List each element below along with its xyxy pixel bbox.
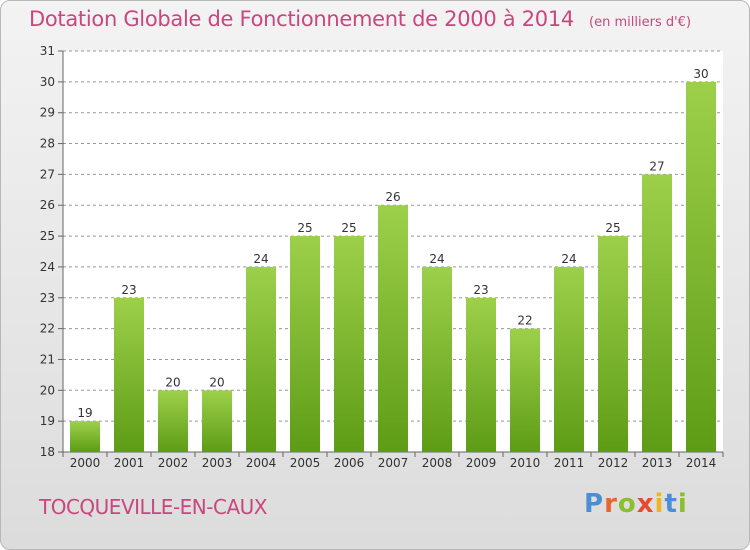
x-tick-label: 2010: [510, 456, 541, 470]
y-tick-label: 23: [40, 291, 55, 305]
x-tick-label: 2013: [642, 456, 673, 470]
y-tick-label: 21: [40, 352, 55, 366]
y-tick-label: 27: [40, 167, 55, 181]
chart-title: Dotation Globale de Fonctionnement de 20…: [29, 7, 691, 31]
bar-2014: [686, 81, 716, 452]
x-tick-label: 2003: [202, 456, 233, 470]
proxiti-logo[interactable]: Proxiti: [584, 489, 688, 519]
x-tick-label: 2002: [158, 456, 189, 470]
value-label-2010: 22: [517, 314, 532, 328]
bar-2000: [70, 421, 100, 452]
value-label-2003: 20: [209, 375, 224, 389]
bar-2005: [290, 236, 320, 452]
x-tick-label: 2009: [466, 456, 497, 470]
bar-2012: [598, 236, 628, 452]
value-label-2013: 27: [649, 159, 664, 173]
logo-letter: t: [664, 489, 678, 519]
y-tick-label: 25: [40, 229, 55, 243]
title-text: Dotation Globale de Fonctionnement de 20…: [29, 7, 574, 31]
value-label-2000: 19: [77, 406, 92, 420]
bar-2013: [642, 174, 672, 452]
x-tick-label: 2014: [686, 456, 717, 470]
y-tick-label: 31: [40, 44, 55, 58]
y-tick-label: 22: [40, 322, 55, 336]
bar-2002: [158, 390, 188, 452]
logo-letter: r: [604, 489, 618, 519]
value-label-2005: 25: [297, 221, 312, 235]
y-tick-label: 28: [40, 137, 55, 151]
value-label-2006: 25: [341, 221, 356, 235]
x-tick-label: 2000: [70, 456, 101, 470]
value-label-2007: 26: [385, 190, 400, 204]
y-tick-label: 26: [40, 198, 55, 212]
y-tick-label: 20: [40, 383, 55, 397]
x-tick-label: 2001: [114, 456, 145, 470]
bar-2001: [114, 297, 144, 452]
x-tick-label: 2008: [422, 456, 453, 470]
value-label-2009: 23: [473, 283, 488, 297]
logo-letter: i: [654, 489, 665, 519]
bar-2010: [510, 328, 540, 452]
bar-2011: [554, 266, 584, 452]
logo-letter: o: [617, 489, 637, 519]
value-label-2008: 24: [429, 252, 444, 266]
logo-letter: i: [677, 489, 688, 519]
bar-2008: [422, 266, 452, 452]
y-tick-label: 29: [40, 106, 55, 120]
y-tick-label: 18: [40, 445, 55, 459]
value-label-2012: 25: [605, 221, 620, 235]
value-label-2004: 24: [253, 252, 268, 266]
value-label-2011: 24: [561, 252, 576, 266]
logo-letter: P: [584, 489, 605, 519]
city-name: TOCQUEVILLE-EN-CAUX: [39, 495, 267, 519]
y-tick-label: 30: [40, 75, 55, 89]
bar-2007: [378, 205, 408, 452]
value-label-2014: 30: [693, 67, 708, 81]
x-tick-label: 2004: [246, 456, 277, 470]
bar-2003: [202, 390, 232, 452]
x-tick-label: 2006: [334, 456, 365, 470]
x-tick-label: 2012: [598, 456, 629, 470]
x-tick-label: 2005: [290, 456, 321, 470]
bar-2009: [466, 297, 496, 452]
y-tick-label: 19: [40, 414, 55, 428]
value-label-2002: 20: [165, 375, 180, 389]
value-label-2001: 23: [121, 283, 136, 297]
unit-text: (en milliers d'€): [589, 15, 692, 30]
x-tick-label: 2007: [378, 456, 409, 470]
bar-2004: [246, 266, 276, 452]
logo-letter: x: [636, 489, 655, 519]
x-tick-label: 2011: [554, 456, 585, 470]
bar-2006: [334, 236, 364, 452]
y-tick-label: 24: [40, 260, 55, 274]
